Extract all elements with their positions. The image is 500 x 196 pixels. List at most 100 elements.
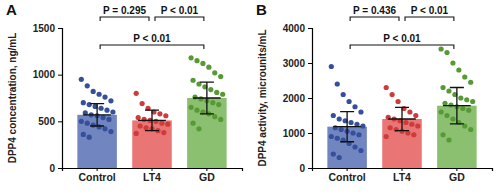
data-point [413, 113, 418, 118]
data-point [85, 83, 90, 88]
tick-mark [308, 133, 312, 134]
data-point [331, 113, 336, 118]
data-point [216, 102, 221, 107]
data-point [440, 132, 445, 137]
data-point [329, 134, 334, 139]
data-point [335, 136, 340, 141]
data-point [356, 132, 361, 137]
data-point [161, 130, 166, 135]
tick: 1000 [33, 69, 62, 80]
error-bar [388, 107, 416, 130]
data-point [350, 130, 355, 135]
data-point [214, 90, 219, 95]
tick-mark [308, 168, 312, 169]
tick-label: 0 [49, 163, 55, 174]
data-point [102, 94, 107, 99]
data-point [395, 99, 400, 104]
data-point [108, 129, 113, 134]
tick-label: 1000 [33, 69, 56, 80]
tick-mark [58, 75, 62, 76]
axis-line [308, 29, 313, 169]
tick-mark [308, 98, 312, 99]
panel-label: A [6, 1, 17, 18]
tick-mark [58, 121, 62, 122]
data-point [384, 134, 389, 139]
data-point [159, 121, 164, 126]
data-point [407, 109, 412, 114]
data-point [464, 97, 469, 102]
x-axis: Control LT4 GD [313, 168, 493, 183]
data-point [108, 98, 113, 103]
category-label: GD [449, 171, 465, 183]
data-point [165, 122, 170, 127]
data-point [384, 85, 389, 90]
tick-mark [58, 28, 62, 29]
bracket [405, 17, 454, 21]
data-point [194, 108, 199, 113]
tick: 0 [299, 163, 312, 174]
data-point [81, 100, 86, 105]
data-point [438, 46, 443, 51]
data-point [208, 87, 213, 92]
data-point [104, 108, 109, 113]
bracket [155, 17, 204, 21]
data-point [438, 109, 443, 114]
tick: 2000 [283, 93, 312, 104]
panel: 050010001500ControlLT4GDDPP4 concentrati… [6, 1, 243, 183]
data-point [415, 123, 420, 128]
data-point [85, 121, 90, 126]
tick: LT4 [143, 168, 161, 183]
bracket [350, 17, 399, 21]
axis-line [58, 29, 63, 169]
tick-label: 500 [38, 116, 55, 127]
category-label: Control [328, 171, 365, 183]
data-point [198, 96, 203, 101]
data-point [460, 106, 465, 111]
data-point [218, 74, 223, 79]
data-point [468, 127, 473, 132]
data-point [212, 70, 217, 75]
data-point [91, 89, 96, 94]
bracket [100, 45, 204, 49]
tick: 3000 [283, 58, 312, 69]
tick-label: 1500 [33, 23, 56, 34]
category-label: LT4 [393, 171, 411, 183]
data-point [190, 78, 195, 83]
axis-title: DPP4 activity, microunits/mL [257, 29, 268, 166]
data-point [153, 119, 158, 124]
data-point [337, 116, 342, 121]
axis-title: DPP4 concentration, ng/mL [7, 33, 18, 164]
data-point [188, 105, 193, 110]
annotation: P < 0.01 [383, 33, 421, 44]
tick-mark [308, 63, 312, 64]
data-point [329, 64, 334, 69]
data-point [360, 123, 365, 128]
data-point [192, 94, 197, 99]
data-point [411, 132, 416, 137]
annotation: P < 0.01 [411, 5, 449, 16]
data-point [393, 127, 398, 132]
plot-area [327, 46, 476, 168]
data-point [91, 122, 96, 127]
data-point [206, 65, 211, 70]
data-point [348, 120, 353, 125]
tick: 1000 [283, 128, 312, 139]
data-point [100, 115, 105, 120]
data-point [446, 137, 451, 142]
data-point [346, 99, 351, 104]
data-point [339, 127, 344, 132]
data-point [218, 117, 223, 122]
tick: 1500 [33, 23, 62, 34]
data-point [470, 99, 475, 104]
data-point [102, 126, 107, 131]
data-point [403, 120, 408, 125]
data-point [358, 109, 363, 114]
data-point [134, 91, 139, 96]
data-point [87, 135, 92, 140]
error-bar [83, 104, 111, 126]
annotation: P < 0.01 [133, 33, 171, 44]
data-point [81, 132, 86, 137]
data-point [163, 113, 168, 118]
data-point [157, 111, 162, 116]
tick: 0 [49, 163, 62, 174]
